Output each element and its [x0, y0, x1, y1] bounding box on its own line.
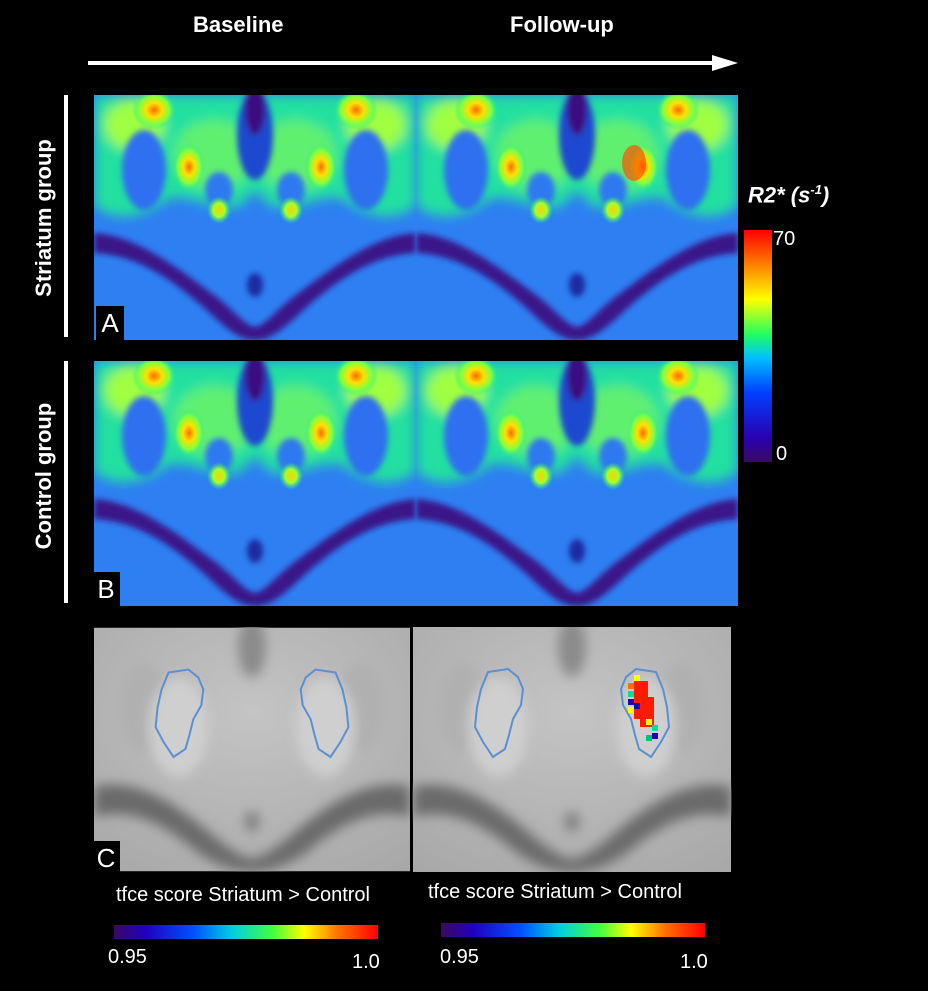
tfce-left-min: 0.95	[108, 946, 147, 968]
column-header-baseline: Baseline	[193, 12, 284, 37]
r2-map-control-baseline	[94, 361, 416, 606]
r2-colorbar-max: 70	[773, 228, 796, 250]
r2-map-striatum-baseline	[94, 95, 416, 340]
row-label-control: Control group	[31, 402, 56, 550]
column-header-followup: Follow-up	[510, 12, 614, 37]
row-divider-striatum	[64, 95, 68, 337]
panel-label-a: A	[96, 306, 124, 340]
panel-label-b: B	[92, 572, 120, 606]
t1-brain-followup	[412, 627, 732, 872]
panel-label-c: C	[92, 841, 120, 875]
t1-brain-baseline	[94, 627, 410, 872]
r2-map-striatum-followup	[416, 95, 738, 340]
r2-map-control-followup	[416, 361, 738, 606]
significant-cluster	[628, 675, 658, 741]
r2-colorbar-title: R2* (s-1)	[748, 182, 830, 208]
time-arrow-icon	[88, 55, 738, 71]
tfce-colorbar-left	[114, 925, 378, 939]
tfce-left-max: 1.0	[352, 951, 380, 973]
row-divider-control	[64, 361, 68, 603]
tfce-colorbar-right	[441, 923, 705, 937]
tfce-right-min: 0.95	[440, 946, 479, 968]
row-label-striatum: Striatum group	[31, 139, 56, 297]
tfce-right-max: 1.0	[680, 951, 708, 973]
tfce-title-left: tfce score Striatum > Control	[116, 884, 370, 906]
r2-colorbar	[744, 230, 772, 462]
tfce-title-right: tfce score Striatum > Control	[428, 881, 682, 903]
r2-colorbar-min: 0	[776, 443, 788, 465]
